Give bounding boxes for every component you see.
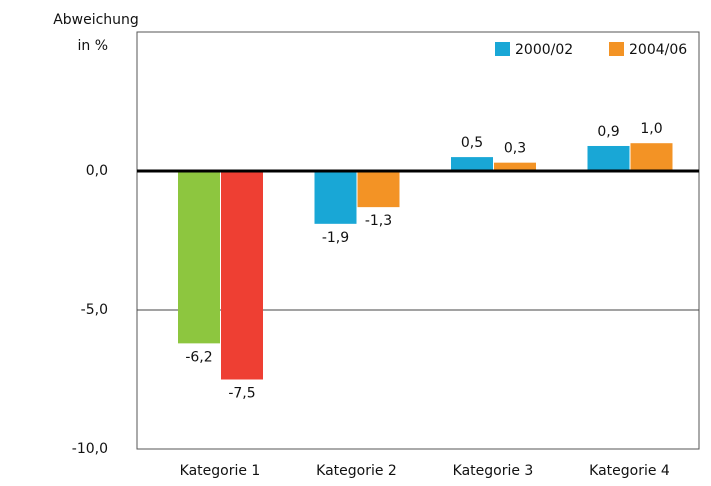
- x-tick-label: Kategorie 1: [180, 463, 261, 479]
- plot-frame: [136, 31, 700, 450]
- legend-swatch: [609, 42, 624, 56]
- x-tick-label: Kategorie 3: [453, 463, 534, 479]
- bar: [221, 171, 263, 380]
- bar: [494, 162, 536, 171]
- bar: [630, 143, 673, 171]
- data-label: 0,3: [504, 141, 526, 157]
- data-label: -1,9: [322, 230, 349, 246]
- bar: [587, 145, 630, 171]
- data-label: -7,5: [228, 386, 255, 402]
- y-tick-label: -10,0: [72, 441, 108, 457]
- y-axis-label: in %: [77, 38, 108, 54]
- legend-label: 2004/06: [629, 42, 687, 58]
- data-label: -6,2: [185, 349, 212, 365]
- legend-label: 2000/02: [515, 42, 573, 58]
- data-label: -1,3: [365, 213, 392, 229]
- bar: [178, 171, 220, 344]
- y-axis-label: Abweichung: [53, 12, 139, 28]
- y-tick-label: 0,0: [86, 163, 108, 179]
- data-label: 1,0: [640, 121, 662, 137]
- x-tick-label: Kategorie 2: [316, 463, 397, 479]
- data-label: 0,5: [461, 135, 483, 151]
- bar: [451, 157, 493, 171]
- data-label: 0,9: [597, 124, 619, 140]
- bar: [357, 171, 400, 208]
- legend-swatch: [495, 42, 510, 56]
- x-tick-label: Kategorie 4: [589, 463, 670, 479]
- bar: [314, 171, 357, 224]
- y-tick-label: -5,0: [81, 302, 108, 318]
